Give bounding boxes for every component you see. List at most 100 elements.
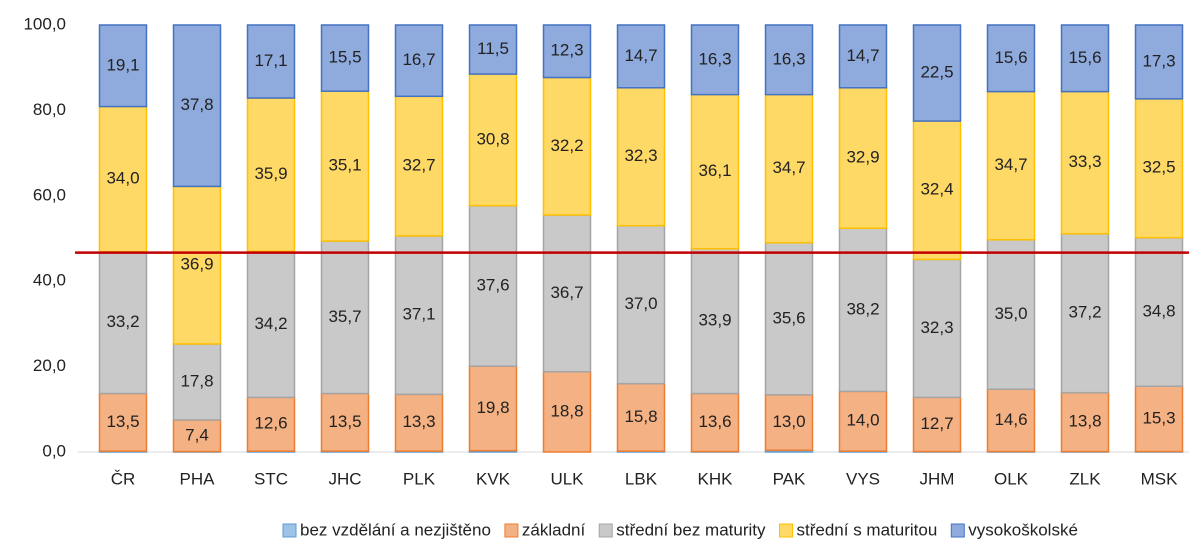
data-label: 15,3 — [1142, 408, 1175, 427]
bar-segment — [468, 365, 518, 452]
bar-segment — [394, 393, 444, 452]
legend-swatch — [779, 523, 794, 538]
data-label: 37,2 — [1068, 303, 1101, 322]
data-label: 35,0 — [994, 304, 1027, 323]
data-label: 30,8 — [476, 129, 509, 148]
data-label: 16,3 — [772, 49, 805, 68]
data-label: 32,3 — [920, 318, 953, 337]
x-tick-label: KHK — [698, 469, 734, 488]
bar-segment — [764, 93, 814, 244]
bar-segment — [690, 93, 740, 250]
bar-segment — [468, 204, 518, 367]
data-label: 16,7 — [402, 50, 435, 69]
bar-segment — [1060, 233, 1110, 394]
bar-segment — [320, 392, 370, 452]
data-label: 15,6 — [1068, 48, 1101, 67]
y-tick-label: 40,0 — [33, 271, 66, 290]
bar-segment — [320, 240, 370, 395]
bar-segment — [172, 343, 222, 421]
data-label: 15,6 — [994, 48, 1027, 67]
bar-segment — [912, 24, 962, 122]
data-label: 35,9 — [254, 164, 287, 183]
x-tick-label: LBK — [625, 469, 658, 488]
bar-segment — [838, 24, 888, 89]
data-label: 14,7 — [846, 46, 879, 65]
data-label: 34,8 — [1142, 301, 1175, 320]
legend-label: střední s maturitou — [797, 520, 938, 539]
data-label: 32,9 — [846, 147, 879, 166]
data-label: 35,7 — [328, 307, 361, 326]
data-label: 34,0 — [106, 169, 139, 188]
data-label: 37,1 — [402, 305, 435, 324]
bar-segment — [320, 90, 370, 242]
data-label: 36,9 — [180, 255, 213, 274]
data-label: 14,7 — [624, 46, 657, 65]
x-tick-label: VYS — [846, 469, 880, 488]
bar-segment — [838, 390, 888, 452]
bar-segment — [1060, 24, 1110, 93]
bar-segment — [542, 76, 592, 216]
bar-segment — [1134, 236, 1184, 387]
bar-segment — [246, 24, 296, 99]
data-label: 13,5 — [106, 412, 139, 431]
y-tick-label: 0,0 — [42, 441, 66, 460]
data-label: 13,5 — [328, 412, 361, 431]
data-label: 15,5 — [328, 48, 361, 67]
bar-segment — [690, 24, 740, 96]
x-tick-label: PAK — [773, 469, 806, 488]
bar-segment — [986, 388, 1036, 453]
bar-segment — [764, 394, 814, 452]
y-tick-label: 20,0 — [33, 356, 66, 375]
data-label: 32,2 — [550, 136, 583, 155]
data-label: 17,1 — [254, 51, 287, 70]
x-tick-label: ULK — [550, 469, 584, 488]
data-label: 13,6 — [698, 412, 731, 431]
legend-label: základní — [522, 520, 586, 539]
data-label: 13,3 — [402, 412, 435, 431]
bar-segment — [838, 87, 888, 230]
bar-segment — [764, 242, 814, 396]
data-label: 32,7 — [402, 156, 435, 175]
bar-segment — [246, 250, 296, 399]
data-label: 7,4 — [185, 425, 209, 444]
data-label: 35,1 — [328, 156, 361, 175]
data-label: 38,2 — [846, 299, 879, 318]
bar-segment — [986, 239, 1036, 390]
data-label: 13,8 — [1068, 412, 1101, 431]
legend-label: bez vzdělání a nezjištěno — [300, 520, 491, 539]
bar-segment — [394, 235, 444, 396]
data-label: 17,8 — [180, 371, 213, 390]
bar-segment — [1134, 98, 1184, 239]
bar-segment — [394, 95, 444, 237]
x-tick-label: JHC — [328, 469, 361, 488]
legend-label: střední bez maturity — [616, 520, 766, 539]
x-tick-label: OLK — [994, 469, 1029, 488]
legend-swatch — [282, 523, 297, 538]
x-tick-label: PLK — [403, 469, 436, 488]
data-label: 12,7 — [920, 414, 953, 433]
data-label: 14,6 — [994, 410, 1027, 429]
data-label: 16,3 — [698, 49, 731, 68]
data-label: 37,0 — [624, 294, 657, 313]
x-tick-label: PHA — [180, 469, 216, 488]
data-label: 11,5 — [477, 39, 509, 58]
data-label: 32,3 — [624, 146, 657, 165]
y-tick-label: 100,0 — [23, 14, 66, 33]
bar-segment — [98, 24, 148, 108]
x-tick-label: STC — [254, 469, 288, 488]
x-tick-label: ZLK — [1069, 469, 1101, 488]
data-label: 34,7 — [994, 155, 1027, 174]
data-label: 32,4 — [920, 180, 953, 199]
legend-swatch — [950, 523, 965, 538]
legend-label: vysokoškolské — [968, 520, 1078, 539]
data-label: 12,6 — [254, 414, 287, 433]
bar-segment — [320, 24, 370, 92]
bar-segment — [542, 370, 592, 453]
bar-segment — [764, 24, 814, 96]
x-tick-label: MSK — [1141, 469, 1179, 488]
y-tick-label: 60,0 — [33, 185, 66, 204]
bar-segment — [1134, 24, 1184, 100]
bar-segment — [468, 73, 518, 207]
data-label: 17,3 — [1142, 51, 1175, 70]
bar-segment — [912, 258, 962, 399]
